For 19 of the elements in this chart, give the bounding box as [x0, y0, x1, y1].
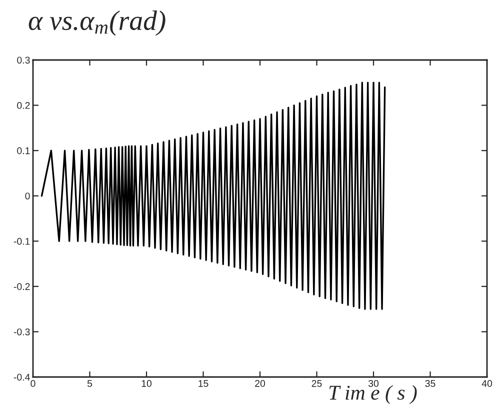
x-tick-label: 20 [255, 380, 266, 387]
x-tick-label: 10 [142, 380, 152, 387]
x-tick-label: 30 [368, 380, 379, 387]
y-tick-label: -0.2 [14, 283, 30, 290]
line-series [40, 82, 386, 310]
y-tick-label: 0.3 [17, 56, 30, 64]
y-tick-label: -0.1 [14, 238, 30, 245]
x-tick-label: 15 [198, 380, 208, 387]
x-tick-label: 5 [87, 380, 92, 387]
x-tick-label: 40 [482, 380, 492, 387]
x-tick-label: 0 [30, 380, 36, 387]
y-tick-label: 0.2 [17, 102, 30, 109]
y-tick-label: -0.3 [14, 328, 30, 336]
y-tick-label: -0.4 [14, 374, 30, 381]
x-tick-label: 35 [425, 380, 436, 387]
y-tick-label: 0.1 [17, 147, 30, 154]
chart-title: α vs.α$_{m}$(rad) [28, 10, 166, 36]
y-tick-label: 0 [25, 192, 30, 200]
x-tick-label: 25 [312, 380, 322, 387]
